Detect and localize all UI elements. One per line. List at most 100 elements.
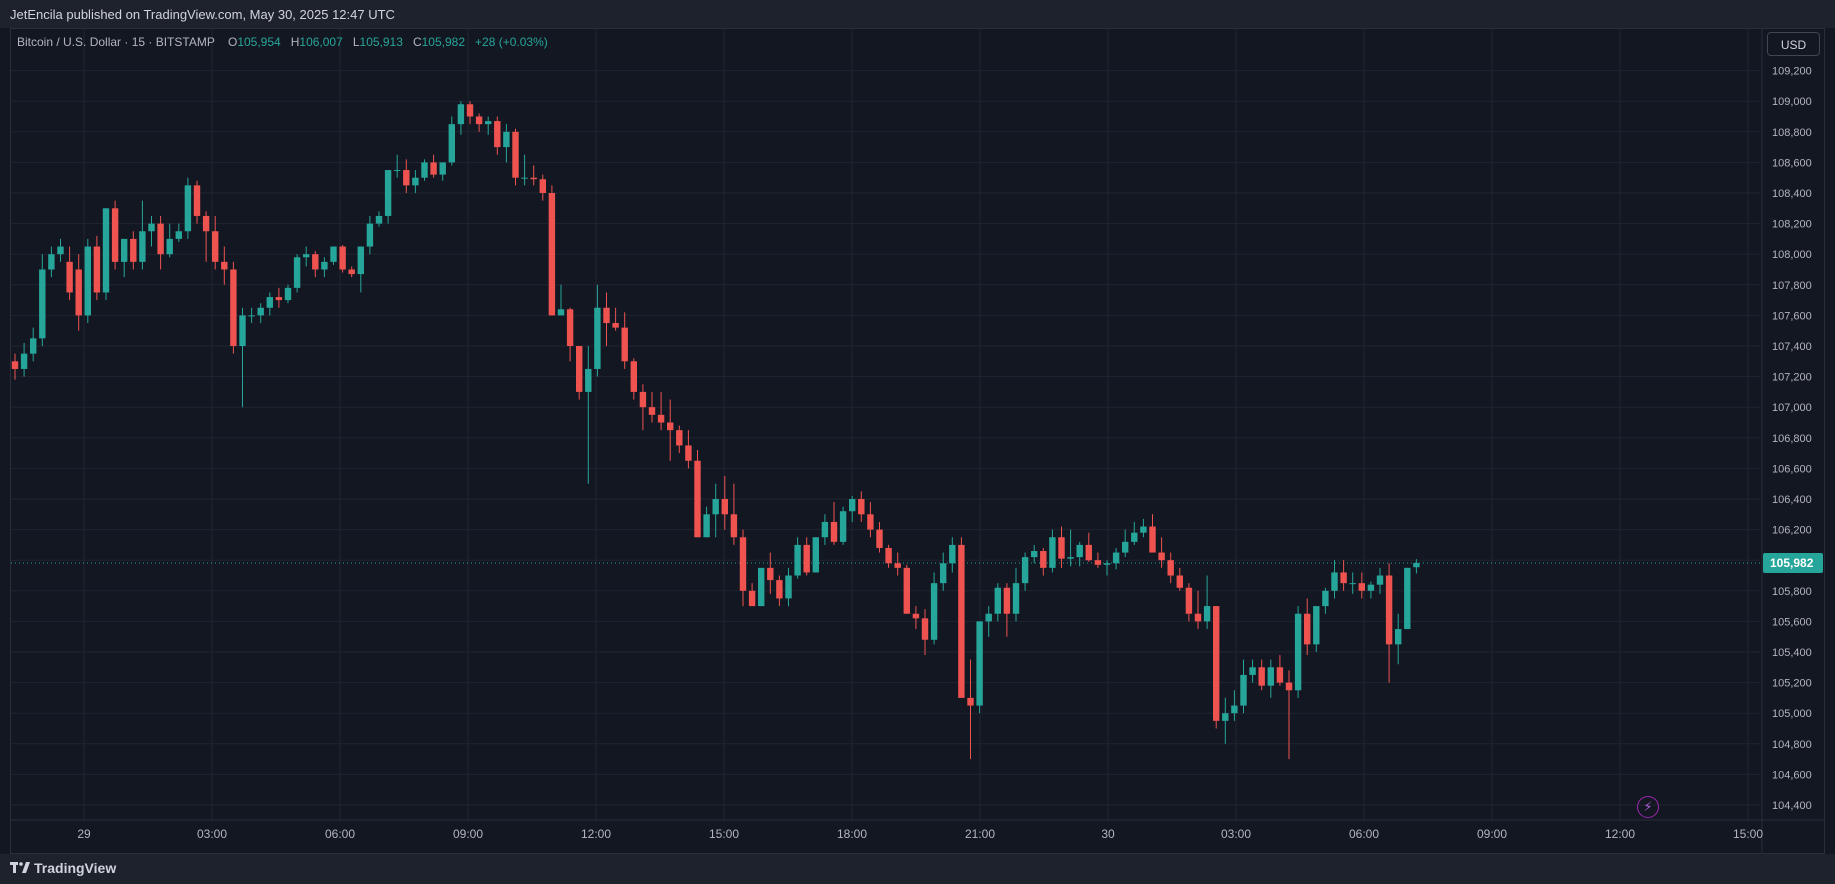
candle-body-up [976, 621, 983, 706]
candle [75, 254, 82, 331]
candle-body-up [39, 269, 46, 339]
candle [758, 567, 765, 607]
candle [148, 215, 155, 247]
candle [1058, 526, 1065, 568]
candle-body-up [1249, 667, 1256, 675]
candle-body-up [84, 246, 91, 316]
candle-body-up [175, 231, 182, 239]
candle-body-down [721, 499, 728, 515]
candle [585, 346, 592, 484]
tradingview-logo-icon [10, 862, 30, 873]
candle-body-down [612, 323, 619, 328]
tradingview-brand[interactable]: TradingView [10, 860, 116, 876]
time-tick-label: 15:00 [1733, 827, 1763, 841]
candle-body-down [530, 177, 537, 180]
candle [1003, 583, 1011, 637]
candle-body-up [821, 521, 829, 538]
candle [1158, 537, 1165, 568]
candle-body-down [1058, 537, 1065, 559]
candle [539, 174, 546, 201]
candle-body-up [1349, 583, 1356, 585]
candle-body-down [830, 521, 838, 542]
candle [794, 537, 801, 579]
candle-body-up [930, 583, 938, 640]
candle-body-up [1395, 629, 1402, 645]
candle [248, 307, 255, 324]
candle [1140, 518, 1147, 538]
candle-body-up [1021, 557, 1029, 584]
candle [985, 606, 992, 637]
candle-body-down [767, 567, 774, 581]
candle-body-down [111, 208, 119, 262]
candle-body-down [903, 567, 910, 614]
candle-body-up [557, 309, 565, 316]
candle-body-up [1049, 537, 1056, 568]
candle [1067, 529, 1074, 567]
candle [1285, 670, 1293, 760]
candle-body-down [1158, 552, 1165, 561]
price-tick-label: 105,200 [1772, 678, 1812, 690]
tradingview-brand-text: TradingView [34, 860, 117, 876]
candle-body-up [357, 246, 364, 275]
candle-body-up [184, 185, 192, 232]
candle [339, 245, 346, 273]
candle [821, 514, 829, 545]
candle [394, 154, 401, 178]
candle-body-down [1258, 667, 1265, 686]
candle [1358, 572, 1365, 599]
candle [121, 238, 128, 278]
candle [1049, 529, 1056, 573]
candle [639, 384, 647, 431]
candle-body-up [1267, 667, 1274, 686]
candle-body-down [676, 430, 683, 446]
candle-body-up [758, 567, 765, 607]
candle [184, 177, 192, 239]
candle [457, 101, 465, 135]
symbol-name[interactable]: Bitcoin / U.S. Dollar · 15 · BITSTAMP [17, 35, 215, 49]
price-tick-label: 108,200 [1772, 219, 1812, 231]
candle-body-down [221, 261, 228, 270]
time-tick-label: 09:00 [1477, 827, 1507, 841]
price-tick-label: 108,400 [1772, 188, 1812, 200]
candle-body-up [1012, 583, 1020, 614]
lightning-icon[interactable]: ⚡ [1637, 796, 1659, 818]
time-tick-label: 15:00 [709, 827, 739, 841]
price-tick-label: 108,000 [1772, 249, 1812, 261]
candle-body-up [1376, 575, 1384, 585]
candle-body-up [1131, 532, 1138, 542]
price-tick-label: 107,000 [1772, 402, 1812, 414]
candle-body-down [275, 297, 283, 301]
candle-body-up [1140, 526, 1147, 533]
candle [1112, 547, 1120, 570]
candle-body-down [566, 309, 574, 346]
price-tick-label: 107,400 [1772, 341, 1812, 353]
time-tick-label: 06:00 [325, 827, 355, 841]
candle-body-down [1340, 572, 1347, 584]
candle [1094, 552, 1102, 568]
candle-body-down [1185, 587, 1193, 614]
candle-body-up [448, 124, 455, 163]
candle [1376, 567, 1384, 594]
candle-body-up [839, 511, 847, 542]
candle-body-down [494, 121, 501, 148]
open-label: O [227, 35, 238, 49]
candle [412, 170, 419, 193]
chart-frame[interactable] [10, 28, 1825, 854]
candle [466, 101, 474, 125]
candle-body-up [48, 254, 55, 270]
candle-body-up [30, 338, 37, 354]
currency-button[interactable]: USD [1767, 32, 1820, 56]
candle-body-up [394, 170, 401, 172]
candle [521, 154, 528, 186]
candle [348, 266, 355, 278]
candle-body-down [739, 537, 747, 591]
candle [284, 284, 292, 304]
candle [1222, 697, 1229, 744]
candle [903, 564, 910, 614]
candle [703, 506, 710, 538]
candle-body-up [949, 544, 956, 564]
candle [1122, 529, 1129, 558]
price-chart[interactable]: 104,400 104,600 104,800 105,000 105,200 105,4… [0, 0, 1835, 854]
candle [548, 185, 556, 316]
candle [876, 521, 883, 553]
